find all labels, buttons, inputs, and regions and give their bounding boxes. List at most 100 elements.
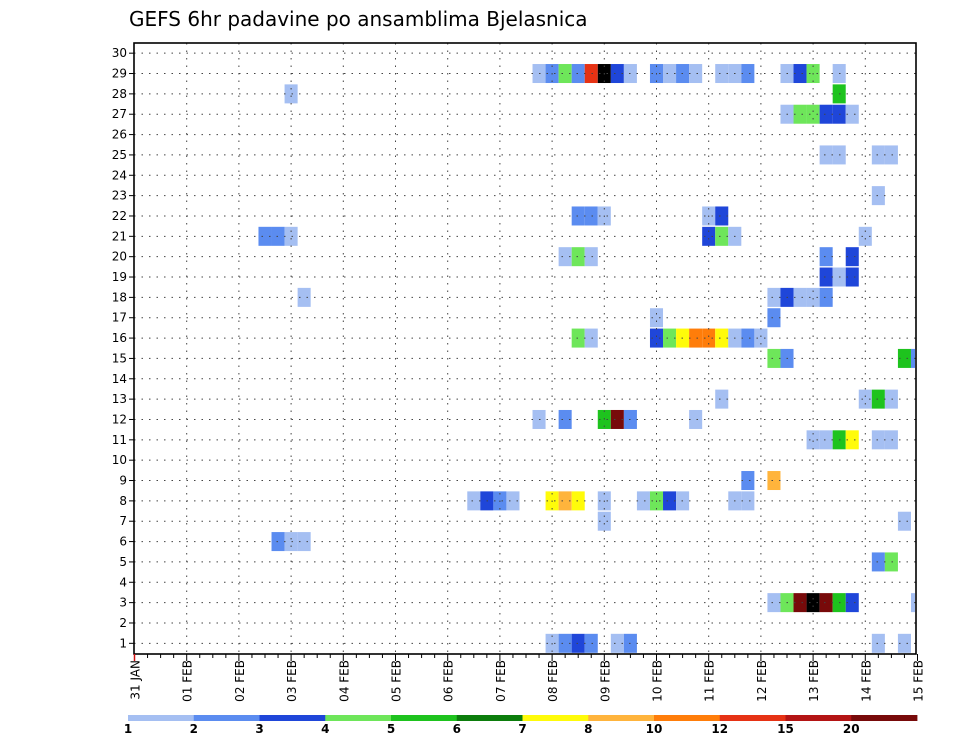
precip-cell <box>715 226 729 246</box>
precip-cell <box>702 226 716 246</box>
precip-cell <box>610 64 624 84</box>
precip-cell <box>741 328 755 348</box>
precip-cell <box>819 145 833 165</box>
y-tick-label: 29 <box>112 67 127 81</box>
precip-cell <box>793 287 807 307</box>
x-tick-label: 15 FEB <box>912 660 926 702</box>
colorbar-swatch <box>391 715 458 721</box>
precip-cell <box>884 145 898 165</box>
y-tick-label: 9 <box>119 474 127 488</box>
y-tick-label: 5 <box>119 555 127 569</box>
precip-cell <box>754 328 768 348</box>
precip-cell <box>571 491 585 511</box>
precip-cell <box>649 328 664 348</box>
precip-cell <box>506 491 520 511</box>
precip-cell <box>793 593 807 613</box>
precip-cell <box>845 247 859 267</box>
precip-cell <box>897 511 911 531</box>
y-tick-label: 18 <box>112 290 127 304</box>
y-tick-label: 27 <box>112 107 127 121</box>
x-tick-label: 09 FEB <box>598 660 612 702</box>
precip-cell <box>584 64 598 84</box>
precip-cell <box>571 247 585 267</box>
chart-title: GEFS 6hr padavine po ansamblima Bjelasni… <box>129 7 588 31</box>
x-tick-label: 31 JAN <box>129 660 143 700</box>
y-tick-label: 8 <box>119 494 127 508</box>
colorbar-swatch <box>193 715 260 721</box>
precip-cell <box>819 104 833 124</box>
colorbar-swatch <box>785 715 852 721</box>
precip-cell <box>910 348 915 368</box>
colorbar-swatch <box>654 715 721 721</box>
y-tick-label: 25 <box>112 148 127 162</box>
y-tick-label: 6 <box>119 535 127 549</box>
precip-cell <box>558 247 572 267</box>
precip-cell <box>571 633 585 653</box>
precip-cell <box>584 247 598 267</box>
colorbar-swatch <box>588 715 655 721</box>
colorbar-swatch <box>325 715 392 721</box>
precip-cell <box>284 226 298 246</box>
colorbar-label: 10 <box>646 722 663 736</box>
precip-cell <box>767 287 781 307</box>
precip-cell <box>610 633 624 653</box>
colorbar-label: 3 <box>255 722 263 736</box>
y-tick-label: 2 <box>119 616 127 630</box>
y-tick-label: 15 <box>112 351 127 365</box>
y-tick-label: 3 <box>119 596 127 610</box>
precip-cell <box>571 328 585 348</box>
colorbar-label: 20 <box>843 722 860 736</box>
colorbar-label: 15 <box>777 722 794 736</box>
colorbar-label: 8 <box>584 722 592 736</box>
precip-cell <box>467 491 481 511</box>
precip-cell <box>597 511 611 531</box>
precip-cell <box>663 328 677 348</box>
precip-cell <box>793 104 807 124</box>
y-tick-label: 11 <box>112 433 127 447</box>
y-tick-label: 28 <box>112 87 127 101</box>
colorbar-label: 5 <box>387 722 395 736</box>
x-tick-label: 13 FEB <box>807 660 821 702</box>
y-tick-label: 20 <box>112 250 127 264</box>
y-tick-label: 10 <box>112 453 127 467</box>
precip-cell <box>884 552 898 572</box>
precip-cell <box>558 633 572 653</box>
precip-cell <box>571 206 585 226</box>
precip-cell <box>702 328 716 348</box>
precip-cell <box>271 532 285 552</box>
precip-cells <box>258 64 915 653</box>
dotted-grid <box>134 43 916 654</box>
precip-cell <box>884 389 898 409</box>
precip-cell <box>741 64 755 84</box>
y-tick-label: 24 <box>112 168 127 182</box>
x-tick-label: 07 FEB <box>494 660 508 702</box>
x-tick-label: 04 FEB <box>337 660 351 702</box>
precip-cell <box>858 226 872 246</box>
x-tick-label: 14 FEB <box>859 660 873 702</box>
precip-cell <box>584 633 598 653</box>
y-tick-label: 22 <box>112 209 127 223</box>
precip-cell <box>297 287 311 307</box>
colorbar-label: 12 <box>711 722 728 736</box>
precip-cell <box>584 328 598 348</box>
precip-cell <box>871 145 885 165</box>
precip-cell <box>715 64 729 84</box>
precip-cell <box>271 226 285 246</box>
precip-cell <box>884 430 898 450</box>
precip-cell <box>871 633 885 653</box>
y-tick-label: 7 <box>119 514 127 528</box>
y-tick-label: 1 <box>119 636 127 650</box>
colorbar: 1 2 3 4 5 6 7 8 10 12 15 20 <box>124 715 918 736</box>
precip-cell <box>819 247 833 267</box>
precip-cell <box>610 409 624 429</box>
precip-cell <box>845 430 859 450</box>
x-tick-label: 03 FEB <box>285 660 299 702</box>
colorbar-swatch <box>456 715 523 721</box>
x-tick-label: 10 FEB <box>651 660 665 702</box>
y-tick-label: 23 <box>112 189 127 203</box>
x-tick-label: 11 FEB <box>703 660 717 702</box>
precip-cell <box>663 64 677 84</box>
precip-cell <box>584 206 598 226</box>
precip-cell <box>715 206 729 226</box>
precip-cell <box>793 64 807 84</box>
